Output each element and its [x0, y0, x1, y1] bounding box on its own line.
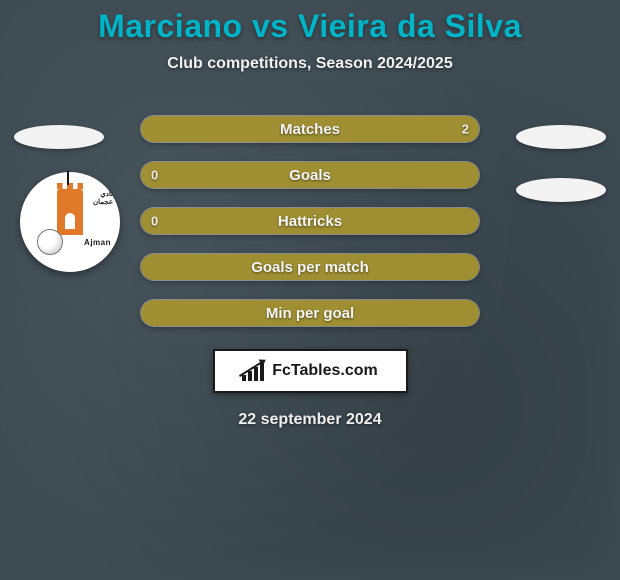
brand-label: FcTables.com — [272, 362, 378, 380]
stat-row: Min per goal — [140, 299, 480, 327]
date-label: 22 september 2024 — [238, 411, 381, 429]
bar-chart-arrow-icon — [242, 361, 266, 381]
stat-label: Hattricks — [278, 213, 342, 230]
stat-value-left: 0 — [151, 168, 158, 183]
stat-value-left: 0 — [151, 214, 158, 229]
stat-row: Hattricks 0 — [140, 207, 480, 235]
stat-rows: Matches 2 Goals 0 Hattricks 0 Goals per match M… — [140, 115, 480, 327]
stat-row: Matches 2 — [140, 115, 480, 143]
stat-label: Goals per match — [251, 259, 369, 276]
comparison-card: Marciano vs Vieira da Silva Club competi… — [0, 0, 620, 429]
stat-label: Matches — [280, 121, 340, 138]
stat-row: Goals 0 — [140, 161, 480, 189]
brand-box[interactable]: FcTables.com — [213, 349, 408, 393]
stat-label: Goals — [289, 167, 331, 184]
stat-row: Goals per match — [140, 253, 480, 281]
stat-value-right: 2 — [462, 122, 469, 137]
stat-label: Min per goal — [266, 305, 354, 322]
subtitle: Club competitions, Season 2024/2025 — [167, 55, 452, 73]
page-title: Marciano vs Vieira da Silva — [98, 8, 522, 45]
